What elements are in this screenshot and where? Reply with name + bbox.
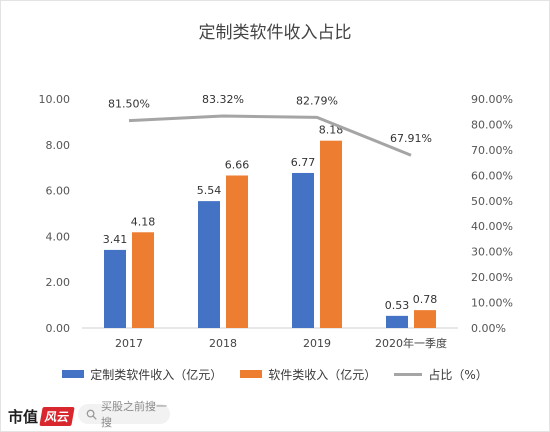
bar-data-label: 6.77 (291, 156, 316, 169)
line-data-label: 82.79% (296, 94, 338, 107)
search-icon (86, 409, 97, 420)
bar (292, 172, 314, 328)
y-left-tick-label: 0.00 (46, 322, 71, 335)
search-placeholder: 买股之前搜一搜 (101, 400, 167, 429)
x-tick-label: 2017 (115, 337, 143, 350)
y-left-tick-label: 2.00 (46, 276, 71, 289)
legend-swatch-software-revenue (240, 370, 263, 378)
x-tick-label: 2020年一季度 (375, 336, 447, 350)
y-right-tick-label: 60.00% (471, 169, 513, 182)
legend-label-custom-software: 定制类软件收入（亿元） (90, 367, 223, 382)
brand-badge: 风云 (39, 407, 75, 426)
legend-item-custom-software: 定制类软件收入（亿元） (62, 366, 222, 383)
legend-swatch-custom-software (62, 370, 85, 378)
bar (320, 140, 342, 328)
bar (198, 201, 220, 328)
y-left-tick-label: 4.00 (46, 230, 71, 243)
y-left-tick-label: 10.00 (39, 93, 71, 106)
y-right-tick-label: 30.00% (471, 246, 513, 259)
bar (414, 310, 436, 328)
bar-data-label: 0.78 (413, 293, 438, 306)
legend-item-software-revenue: 软件类收入（亿元） (240, 366, 376, 383)
line-data-label: 67.91% (390, 132, 432, 145)
legend-item-share: 占比（%） (394, 366, 488, 383)
y-right-tick-label: 40.00% (471, 220, 513, 233)
bar-data-label: 5.54 (197, 184, 222, 197)
chart-title: 定制类软件收入占比 (199, 23, 352, 43)
x-tick-label: 2019 (303, 337, 331, 350)
bar (104, 249, 126, 328)
y-right-tick-label: 90.00% (471, 93, 513, 106)
bar-data-label: 6.66 (225, 158, 250, 171)
bar (386, 315, 408, 328)
chart: 定制类软件收入占比 0.00 2.00 4.00 6.00 8.00 10.00 0.00%… (39, 23, 513, 350)
legend-label-software-revenue: 软件类收入（亿元） (268, 367, 377, 382)
bar-data-label: 0.53 (385, 299, 410, 312)
legend-label-share: 占比（%） (428, 367, 488, 382)
footer-bar: 市值 风云 买股之前搜一搜 (0, 400, 550, 430)
search-box[interactable]: 买股之前搜一搜 (78, 400, 170, 429)
y-right-tick-label: 50.00% (471, 195, 513, 208)
line-data-label: 83.32% (202, 93, 244, 106)
y-right-tick-label: 70.00% (471, 144, 513, 157)
bar (226, 175, 248, 328)
bar-data-label: 4.18 (131, 215, 156, 228)
line-data-label: 81.50% (108, 98, 150, 111)
brand-name: 市值 (8, 408, 39, 426)
y-left-tick-label: 8.00 (46, 139, 71, 152)
share-line (128, 114, 412, 157)
bar-data-label: 3.41 (103, 233, 128, 246)
legend: 定制类软件收入（亿元） 软件类收入（亿元） 占比（%） (0, 364, 550, 384)
x-tick-label: 2018 (209, 337, 237, 350)
y-right-tick-label: 20.00% (471, 271, 513, 284)
bar (132, 232, 154, 328)
y-right-tick-label: 0.00% (471, 322, 506, 335)
brand-logo[interactable]: 市值 风云 (8, 406, 75, 427)
legend-swatch-share (394, 372, 423, 376)
y-right-tick-label: 10.00% (471, 297, 513, 310)
y-left-tick-label: 6.00 (46, 185, 71, 198)
y-right-tick-label: 80.00% (471, 118, 513, 131)
